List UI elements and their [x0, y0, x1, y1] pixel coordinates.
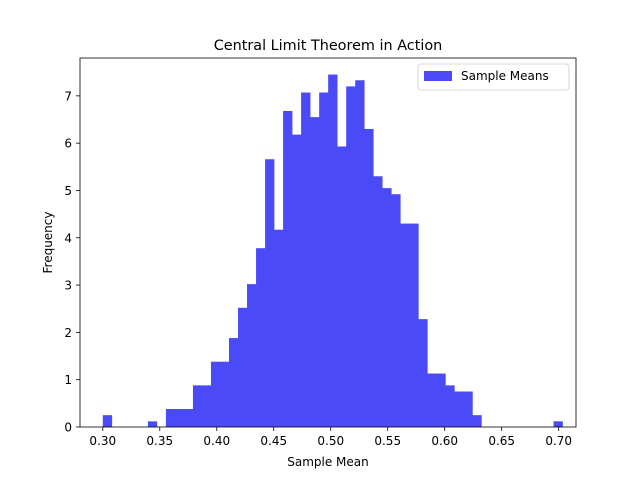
bars-layer [102, 74, 563, 428]
histogram-bar [364, 128, 374, 427]
y-tick-label: 5 [64, 184, 72, 198]
histogram-bar [409, 223, 419, 427]
histogram-bar [427, 373, 437, 427]
histogram-bar [247, 284, 257, 427]
histogram-bar [472, 415, 482, 427]
plot-area-frame [79, 57, 577, 428]
x-axis-label: Sample Mean [287, 455, 369, 469]
histogram-bar [418, 319, 428, 427]
histogram-bar [463, 391, 473, 427]
histogram-bar [147, 421, 158, 427]
histogram-bar [310, 117, 320, 427]
histogram-bar [102, 415, 113, 427]
legend-swatch [424, 71, 452, 81]
legend-label: Sample Means [461, 69, 549, 83]
x-axis: 0.30 0.35 0.40 0.45 0.50 0.55 0.60 0.65 0.70 [89, 427, 572, 448]
y-tick-label: 4 [64, 231, 72, 245]
histogram-bar [391, 194, 401, 427]
histogram-bar [319, 92, 329, 428]
y-tick-label: 7 [64, 89, 72, 103]
histogram-bar [373, 176, 383, 427]
x-tick-label: 0.35 [146, 434, 173, 448]
y-tick-label: 1 [64, 373, 72, 387]
histogram-bar [553, 421, 563, 427]
y-axis-label: Frequency [41, 212, 55, 274]
histogram-bar [201, 385, 212, 427]
histogram-bar [229, 338, 239, 427]
histogram-bar [183, 409, 194, 427]
x-tick-label: 0.45 [260, 434, 287, 448]
histogram-bar [337, 146, 347, 427]
histogram-bar [256, 248, 266, 427]
x-tick-label: 0.50 [317, 434, 344, 448]
histogram-bar [165, 409, 176, 427]
histogram-bar [210, 361, 221, 427]
chart-title: Central Limit Theorem in Action [214, 38, 443, 54]
y-tick-label: 3 [64, 279, 72, 293]
y-tick-label: 6 [64, 137, 72, 151]
histogram-bar [454, 391, 464, 427]
x-tick-label: 0.60 [431, 434, 458, 448]
x-tick-label: 0.70 [545, 434, 572, 448]
histogram-bar [355, 80, 365, 427]
histogram-bar [192, 385, 203, 427]
y-tick-label: 2 [64, 326, 72, 340]
histogram-bar [436, 373, 446, 427]
histogram-bar [274, 229, 284, 427]
histogram-bar [328, 74, 338, 428]
x-tick-label: 0.30 [89, 434, 116, 448]
x-tick-label: 0.40 [203, 434, 230, 448]
x-tick-label: 0.65 [488, 434, 515, 448]
histogram-bar [219, 361, 230, 427]
histogram-bar [174, 409, 185, 427]
histogram-bar [445, 385, 455, 427]
y-axis: 0 1 2 3 4 5 6 7 [64, 89, 80, 435]
legend[interactable]: Sample Means [417, 63, 570, 91]
histogram-bar [292, 134, 302, 427]
y-tick-label: 0 [64, 421, 72, 435]
histogram-bar [400, 223, 410, 427]
histogram-bar [301, 92, 311, 428]
histogram-bar [382, 188, 392, 427]
histogram-bar [265, 159, 275, 427]
histogram-bar [238, 307, 248, 427]
legend-box [417, 63, 570, 91]
histogram-bar [346, 86, 356, 427]
x-tick-label: 0.55 [374, 434, 401, 448]
histogram-bar [283, 110, 293, 427]
